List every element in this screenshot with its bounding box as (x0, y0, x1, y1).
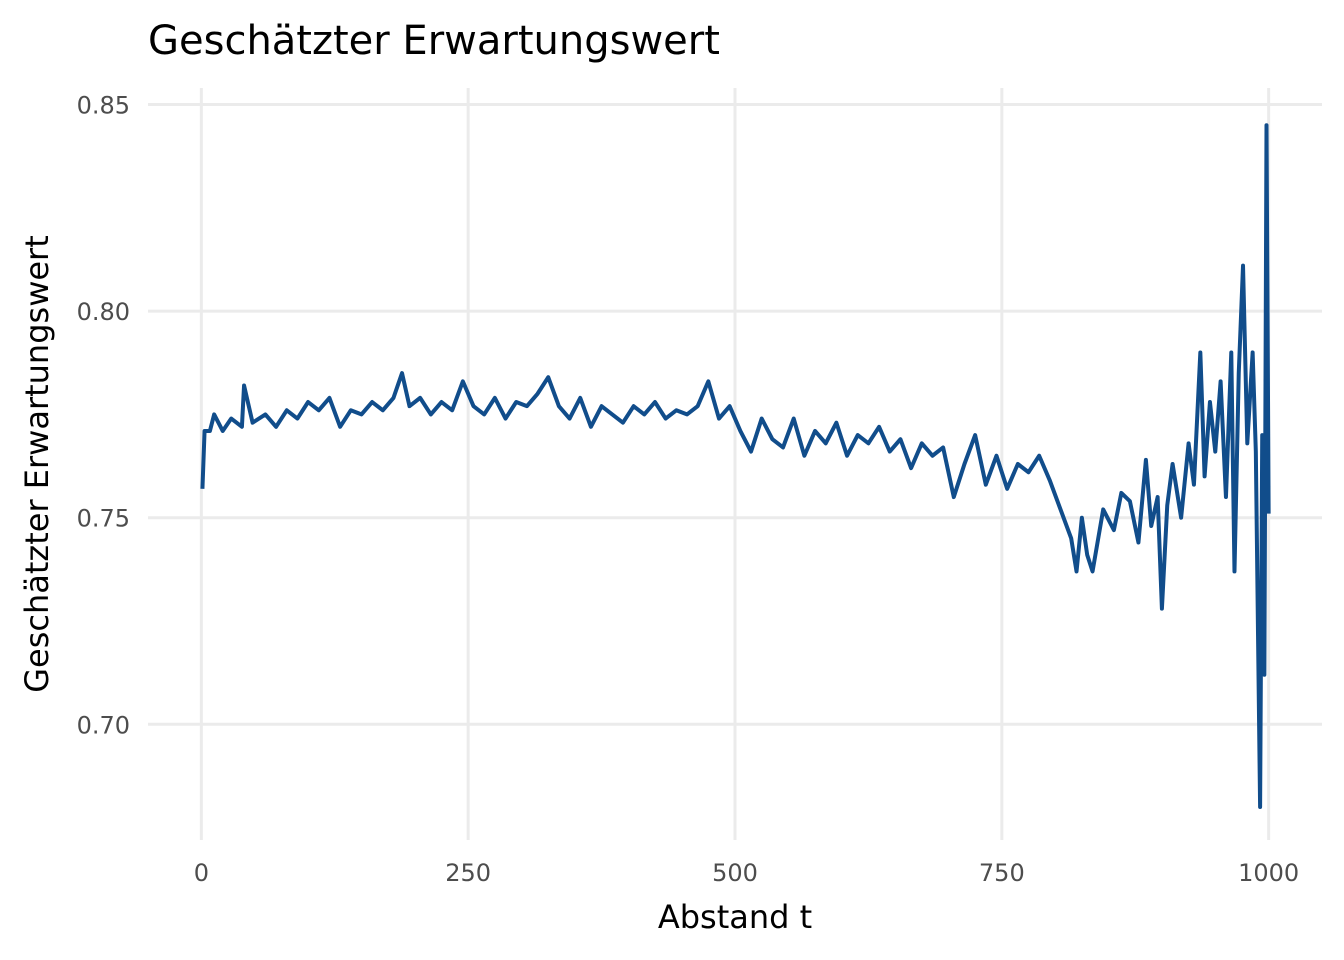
x-tick-label: 750 (979, 859, 1025, 887)
x-tick-label: 500 (712, 859, 758, 887)
x-axis-title: Abstand t (658, 898, 812, 936)
data-line (200, 123, 1271, 809)
x-tick-label: 1000 (1238, 859, 1299, 887)
y-tick-label: 0.70 (77, 711, 130, 739)
y-tick-label: 0.85 (77, 92, 130, 120)
chart-title: Geschätzter Erwartungswert (148, 18, 720, 64)
x-tick-label: 250 (445, 859, 491, 887)
y-tick-label: 0.80 (77, 298, 130, 326)
y-axis-title: Geschätzter Erwartungswert (18, 235, 56, 693)
y-tick-label: 0.75 (77, 505, 130, 533)
x-tick-label: 0 (194, 859, 209, 887)
